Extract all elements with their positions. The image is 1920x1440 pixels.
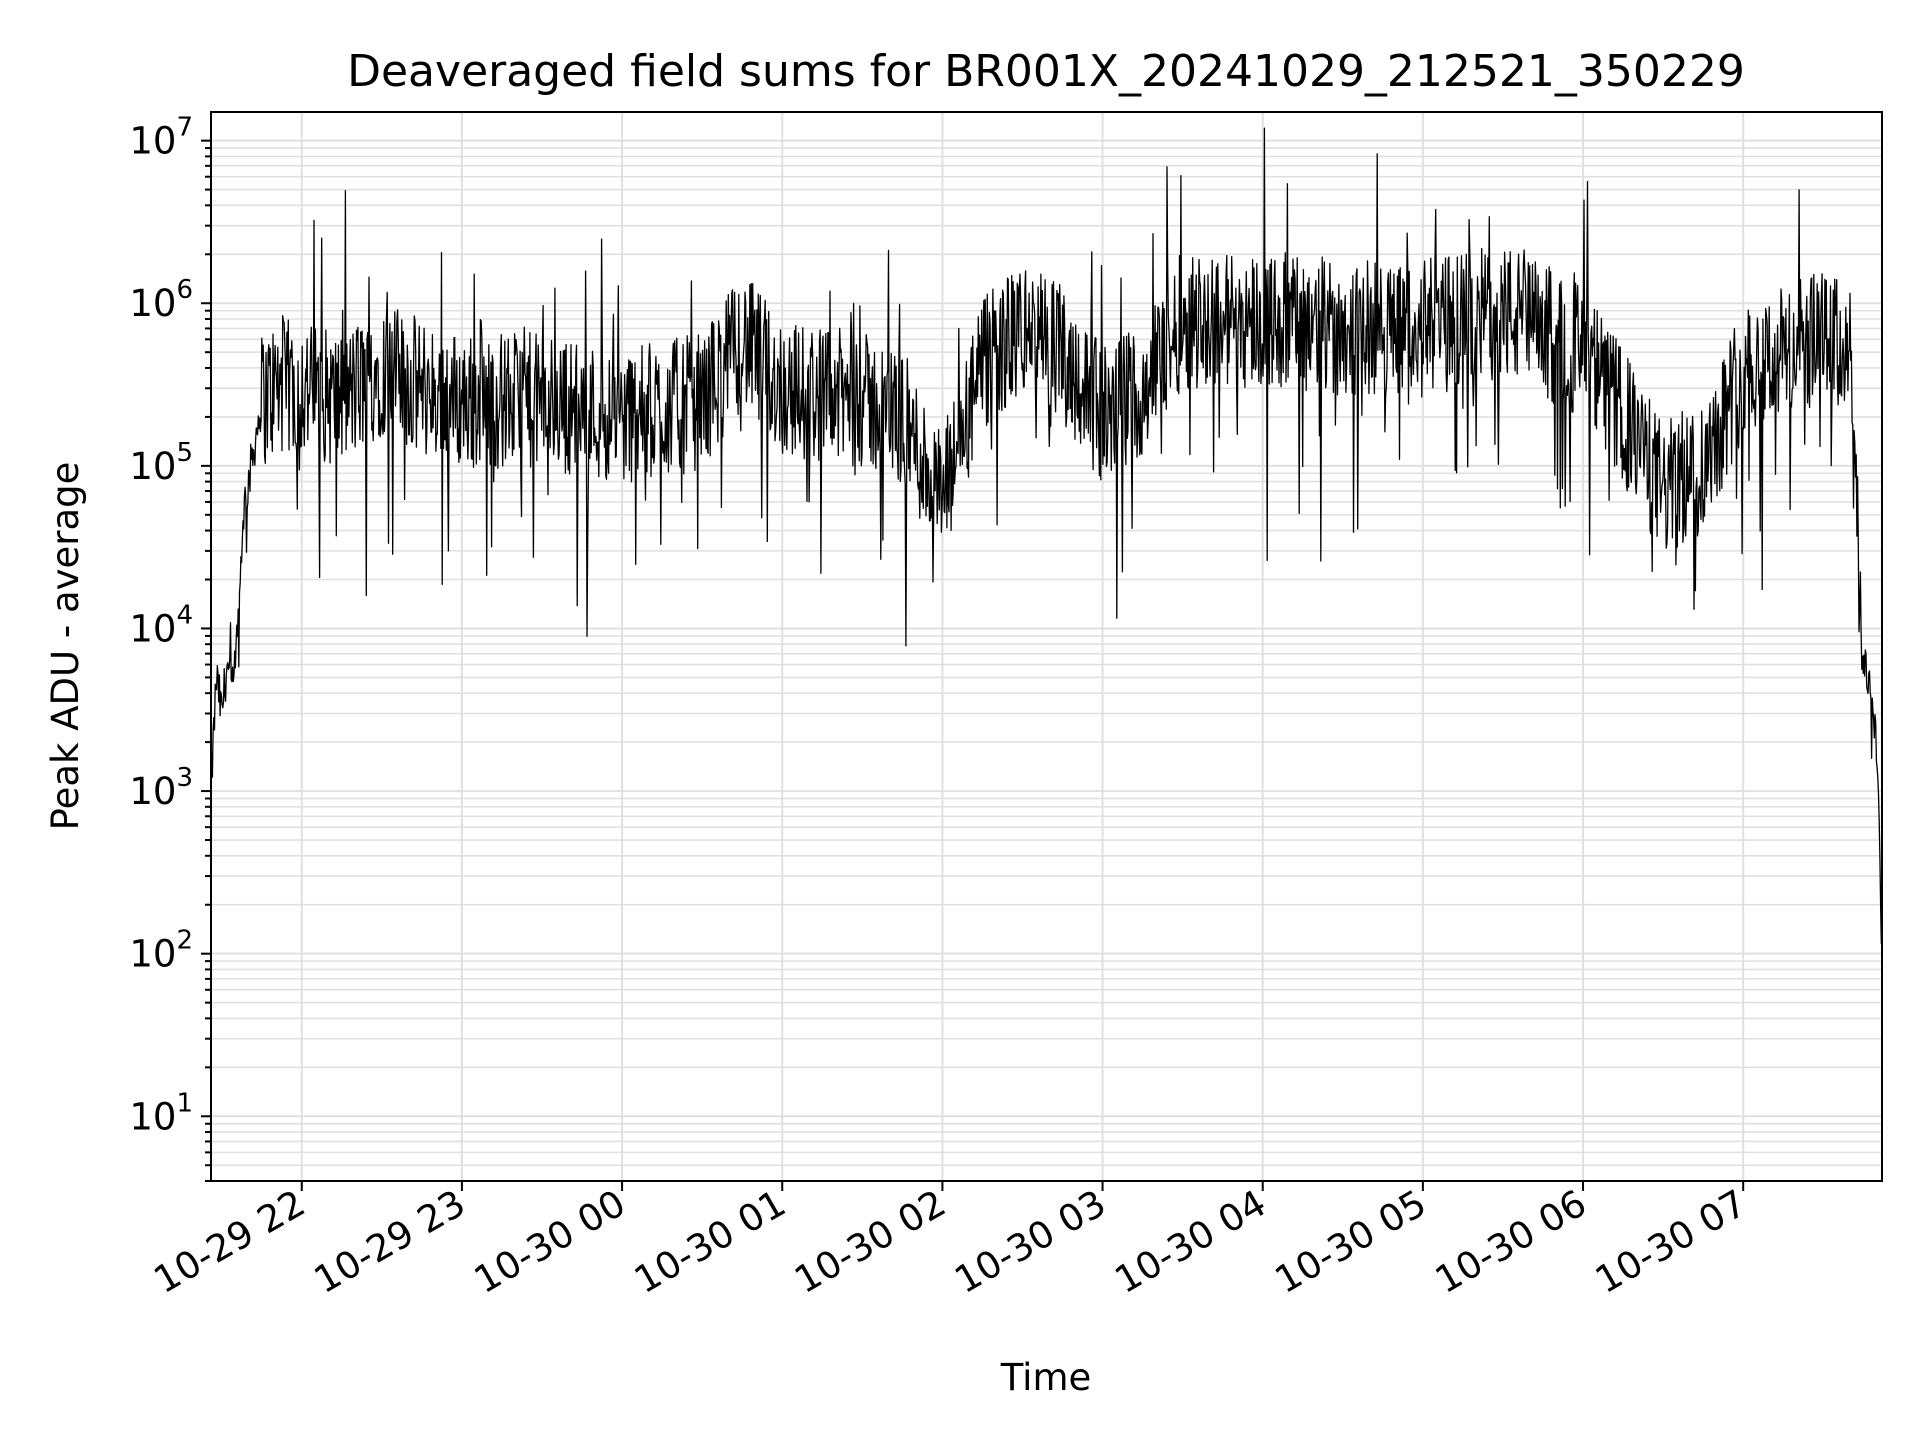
plot-frame (210, 111, 1883, 1182)
x-tick-label: 10-29 23 (307, 1182, 473, 1302)
grid (211, 112, 1882, 1182)
y-tick-label: 101 (129, 1088, 193, 1138)
series-line (210, 127, 1883, 945)
y-tick-label: 107 (129, 113, 193, 163)
series-layer (210, 127, 1883, 945)
y-tick-label: 106 (129, 275, 193, 325)
x-tick-label: 10-30 04 (1108, 1182, 1274, 1302)
y-tick-label: 102 (129, 926, 193, 976)
x-tick-label: 10-30 00 (467, 1182, 633, 1302)
x-tick-label: 10-30 06 (1428, 1182, 1594, 1302)
x-tick-label: 10-30 01 (627, 1182, 793, 1302)
x-tick-label: 10-29 22 (147, 1182, 313, 1302)
x-axis-label: Time (1000, 1356, 1092, 1399)
chart-title: Deaveraged field sums for BR001X_2024102… (347, 46, 1745, 97)
y-tick-label: 104 (129, 600, 193, 650)
y-tick-label: 103 (129, 763, 193, 813)
x-tick-label: 10-30 05 (1268, 1182, 1434, 1302)
y-axis-label: Peak ADU - average (44, 462, 87, 831)
y-axis: 101 102 103 104 105 106 107 (129, 113, 211, 1182)
y-tick-label: 105 (129, 438, 193, 488)
x-tick-label: 10-30 02 (787, 1182, 953, 1302)
x-tick-label: 10-30 03 (947, 1182, 1113, 1302)
x-tick-label: 10-30 07 (1588, 1182, 1754, 1302)
